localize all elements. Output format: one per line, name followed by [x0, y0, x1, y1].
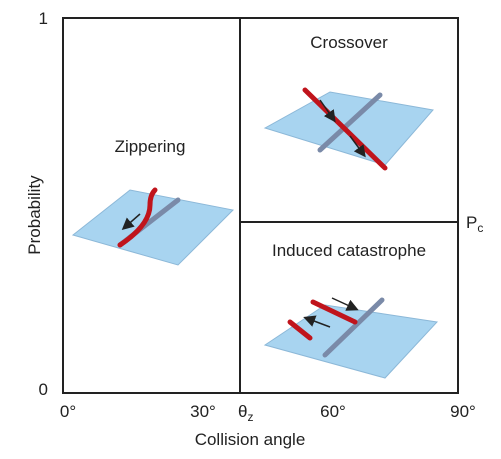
x-tick-label: 0° [60, 402, 76, 421]
x-tick-label: 60° [320, 402, 346, 421]
x-axis-label: Collision angle [195, 430, 306, 449]
threshold-label: Pc [466, 213, 483, 235]
plot-frame [62, 17, 459, 394]
x-tick-label: 90° [450, 402, 476, 421]
region-label: Crossover [310, 33, 388, 52]
catastrophe-illustration [263, 297, 439, 379]
crossover-illustration [263, 87, 434, 171]
y-axis-label: Probability [25, 175, 44, 255]
zippering-illustration [71, 187, 235, 266]
x-tick-label: 30° [190, 402, 216, 421]
y-tick-label: 1 [39, 9, 48, 28]
y-tick-label: 0 [39, 380, 48, 399]
critical-angle-label: θz [238, 402, 253, 424]
region-label: Zippering [115, 137, 186, 156]
region-label: Induced catastrophe [272, 241, 426, 260]
